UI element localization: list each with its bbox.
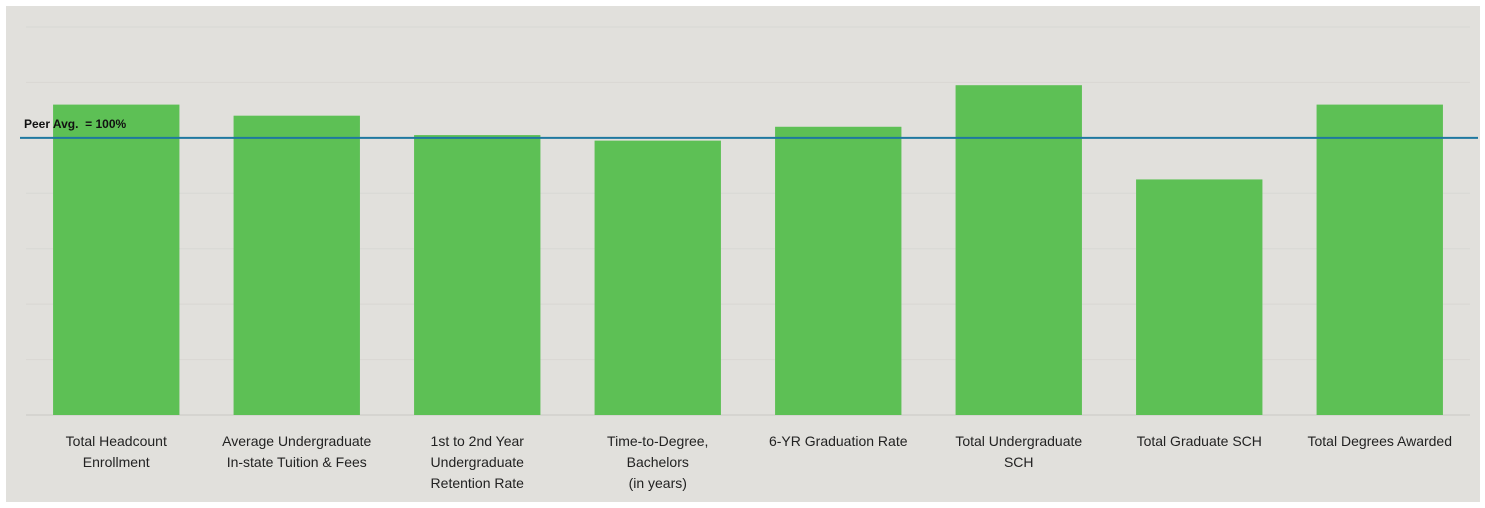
category-label-line: SCH: [1004, 454, 1034, 470]
bar: [1316, 104, 1443, 415]
category-label-line: Bachelors: [627, 454, 689, 470]
category-label-line: Retention Rate: [431, 475, 525, 491]
category-label-line: 6-YR Graduation Rate: [769, 433, 908, 449]
category-label-line: (in years): [629, 475, 687, 491]
bar-chart: Total Headcount Enrollment Average Undergr…: [20, 26, 1478, 491]
category-label: 6-YR Graduation Rate: [769, 433, 908, 449]
category-label-line: Total Undergraduate: [955, 433, 1082, 449]
bar: [955, 85, 1082, 415]
bar: [775, 126, 902, 416]
category-label-line: Total Headcount: [66, 433, 167, 449]
category-label-line: 1st to 2nd Year: [431, 433, 525, 449]
category-label-line: Time-to-Degree,: [607, 433, 708, 449]
bar: [414, 135, 541, 416]
category-label-line: Undergraduate: [431, 454, 525, 470]
chart-area: Total Headcount Enrollment Average Undergr…: [6, 6, 1480, 502]
category-label-line: Enrollment: [83, 454, 150, 470]
category-label: Total Undergraduate SCH: [955, 433, 1082, 470]
category-label: Time-to-Degree, Bachelors (in years): [607, 433, 708, 491]
bars: [53, 85, 1443, 416]
category-label-line: Total Graduate SCH: [1137, 433, 1262, 449]
category-label: Average Undergraduate In-state Tuition & …: [222, 433, 371, 470]
peer-average-label: Peer Avg. = 100%: [24, 117, 127, 131]
category-label: Total Headcount Enrollment: [66, 433, 167, 470]
bar: [1136, 179, 1263, 415]
category-label-line: In-state Tuition & Fees: [227, 454, 367, 470]
category-label: Total Graduate SCH: [1137, 433, 1262, 449]
category-label: Total Degrees Awarded: [1308, 433, 1453, 449]
bar: [233, 115, 360, 415]
bar: [53, 104, 180, 415]
category-label-line: Total Degrees Awarded: [1308, 433, 1453, 449]
category-labels: Total Headcount Enrollment Average Undergr…: [66, 433, 1452, 491]
category-label-line: Average Undergraduate: [222, 433, 371, 449]
bar: [594, 140, 721, 415]
category-label: 1st to 2nd Year Undergraduate Retention Ra…: [431, 433, 525, 491]
